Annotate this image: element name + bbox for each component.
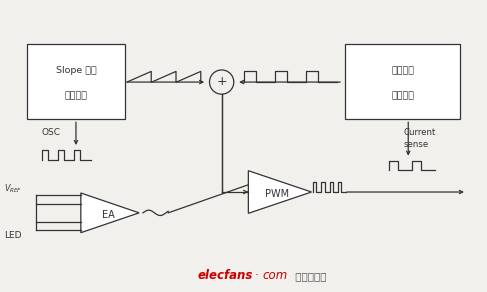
Text: $V_{REF}$: $V_{REF}$ — [4, 182, 22, 195]
Text: 放大电路: 放大电路 — [391, 91, 414, 100]
FancyBboxPatch shape — [345, 44, 460, 119]
Text: LED: LED — [4, 231, 21, 239]
Text: sense: sense — [403, 140, 429, 149]
Text: com: com — [262, 269, 287, 282]
Text: elecfans: elecfans — [198, 269, 253, 282]
Text: Slope 信号: Slope 信号 — [56, 66, 96, 75]
Polygon shape — [81, 193, 139, 233]
Text: PWM: PWM — [265, 189, 289, 199]
Text: Current: Current — [403, 128, 436, 137]
Text: 产生电路: 产生电路 — [64, 91, 88, 100]
Text: OSC: OSC — [42, 128, 61, 137]
Polygon shape — [248, 171, 312, 213]
Text: EA: EA — [102, 210, 115, 220]
FancyBboxPatch shape — [27, 44, 125, 119]
Text: +: + — [216, 74, 227, 88]
Text: ·: · — [254, 269, 258, 282]
Text: 电子发烧友: 电子发烧友 — [292, 271, 327, 281]
Text: 电流采样: 电流采样 — [391, 66, 414, 75]
